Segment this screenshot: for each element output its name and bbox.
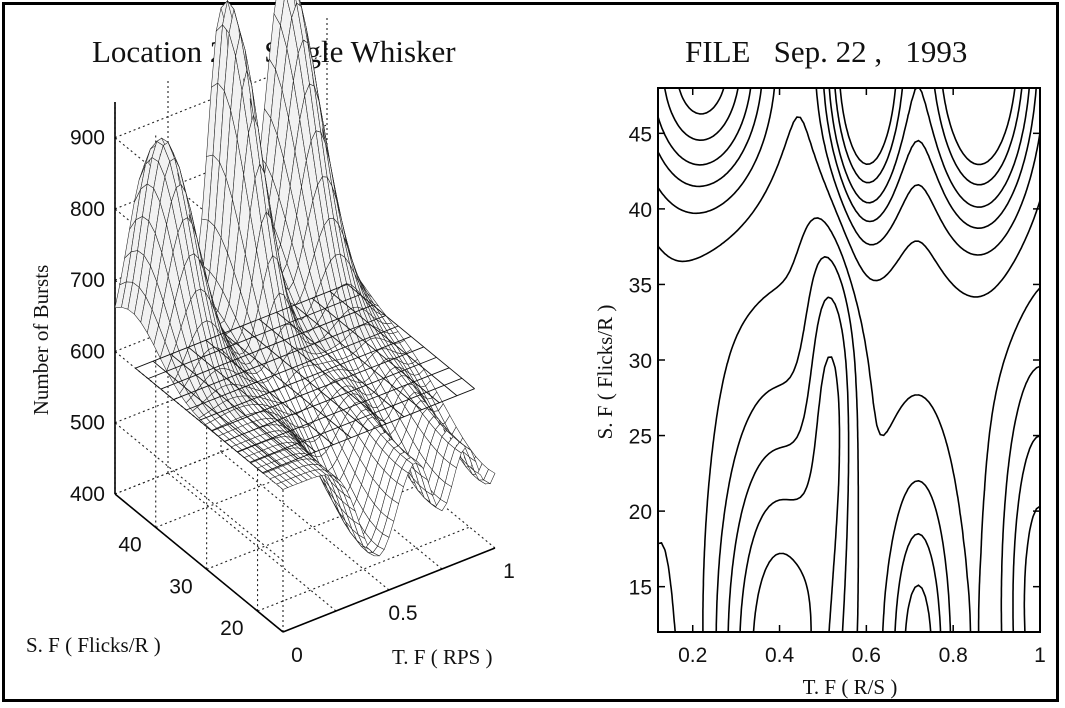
- contour-y-tick-label: 25: [629, 426, 652, 449]
- contour-line: [739, 356, 1041, 633]
- contour-line: [657, 87, 1041, 256]
- contour-x-axis-label: T. F ( R/S ): [803, 675, 898, 699]
- surface-x-axis-label: T. F ( RPS ): [392, 645, 493, 669]
- surface-z-tick-label: 900: [70, 127, 105, 150]
- contour-line: [657, 87, 1030, 208]
- surface-grid-line: [257, 526, 470, 612]
- plane-line: [224, 356, 437, 442]
- surface-x-tick-label: 1: [503, 560, 515, 583]
- contour-line: [664, 87, 1023, 186]
- surface-x-tick-label: 0: [291, 644, 303, 667]
- surface-z-axis-label: Number of Bursts: [29, 265, 53, 416]
- contour-y-tick-label: 40: [629, 199, 652, 222]
- contour-line: [702, 217, 1041, 633]
- contour-y-axis-label: S. F ( Flicks/R ): [593, 305, 617, 440]
- plane-line: [211, 346, 424, 432]
- plane-line: [160, 304, 373, 390]
- plane-line: [173, 315, 386, 400]
- contour-line: [727, 296, 1041, 633]
- plane-line: [147, 294, 361, 380]
- plane-line: [198, 336, 412, 421]
- contour-chart-title: FILE Sep. 22 , 1993: [685, 34, 968, 69]
- contour-axes-box: [657, 87, 1041, 633]
- contour-x-tick-label: 0.6: [852, 644, 881, 667]
- plane-line: [249, 377, 463, 463]
- surface-z-tick-label: 500: [70, 412, 105, 435]
- surface-y-tick-label: 20: [220, 617, 243, 640]
- surface-y-axis-label: S. F ( Flicks/R ): [26, 633, 161, 657]
- plane-line: [347, 283, 475, 390]
- contour-x-tick-label: 0.4: [765, 644, 795, 667]
- contour-y-tick-label: 15: [629, 577, 652, 600]
- surface-z-tick-label: 800: [70, 198, 105, 221]
- contour-line: [715, 256, 1041, 633]
- surface-z-tick-label: 700: [70, 269, 105, 292]
- contour-line: [752, 552, 812, 633]
- contour-y-tick-label: 45: [629, 123, 652, 146]
- surface-grid-line: [167, 472, 337, 612]
- surface-y-tick-label: 30: [169, 575, 192, 598]
- surface-grid-line: [114, 422, 284, 562]
- contour-x-tick-label: 1: [1034, 644, 1046, 667]
- surface-cell: [483, 468, 496, 485]
- plane-line: [262, 388, 475, 474]
- surface-y-tick-label: 40: [118, 533, 141, 556]
- contour-y-tick-label: 20: [629, 501, 652, 524]
- contour-ticks: 0.2 0.4 0.6 0.8 1 15 20 25 30 35 40 45: [629, 88, 1046, 667]
- contour-line: [657, 116, 1041, 633]
- contour-lines: [657, 87, 1041, 633]
- plane-line: [135, 283, 348, 369]
- contour-x-tick-label: 0.2: [678, 644, 707, 667]
- surface-y-axis: [114, 493, 284, 633]
- contour-y-tick-label: 30: [629, 350, 652, 373]
- surface-x-axis: [282, 547, 496, 633]
- surface-mesh: [114, 0, 496, 557]
- surface-z-tick-label: 400: [70, 483, 105, 506]
- surface-x-tick-label: 0.5: [388, 602, 417, 625]
- plane-line: [186, 325, 399, 411]
- contour-x-tick-label: 0.8: [939, 644, 968, 667]
- surface-z-tick-label: 600: [70, 340, 105, 363]
- plane-line: [237, 367, 450, 453]
- contour-line: [678, 87, 1016, 166]
- contour-line: [657, 87, 1037, 229]
- contour-y-tick-label: 35: [629, 274, 652, 297]
- surface-grid-line: [220, 451, 390, 591]
